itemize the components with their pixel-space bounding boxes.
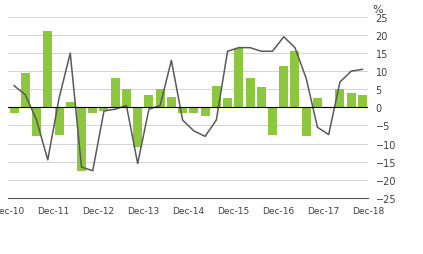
Bar [99, 108, 108, 112]
Bar [10, 108, 19, 113]
Bar [291, 52, 299, 108]
Bar [279, 67, 288, 108]
Bar [88, 108, 97, 113]
Bar [358, 95, 367, 108]
Bar [144, 95, 154, 108]
Bar [66, 103, 75, 108]
Bar [55, 108, 63, 135]
Bar [335, 90, 344, 108]
Bar [133, 108, 142, 148]
Bar [313, 99, 322, 108]
Bar [234, 49, 243, 108]
Bar [257, 88, 266, 108]
Bar [111, 79, 120, 108]
Bar [167, 97, 176, 108]
Bar [302, 108, 311, 137]
Text: %: % [372, 5, 383, 15]
Bar [156, 90, 165, 108]
Bar [122, 90, 131, 108]
Bar [223, 99, 232, 108]
Bar [43, 32, 52, 108]
Bar [32, 108, 41, 137]
Bar [21, 74, 30, 108]
Bar [245, 79, 255, 108]
Bar [268, 108, 277, 135]
Bar [77, 108, 86, 171]
Bar [212, 86, 221, 108]
Bar [190, 108, 198, 113]
Legend: Quarterly, Through the year: Quarterly, Through the year [69, 251, 264, 254]
Bar [347, 93, 356, 108]
Bar [178, 108, 187, 113]
Bar [201, 108, 209, 117]
